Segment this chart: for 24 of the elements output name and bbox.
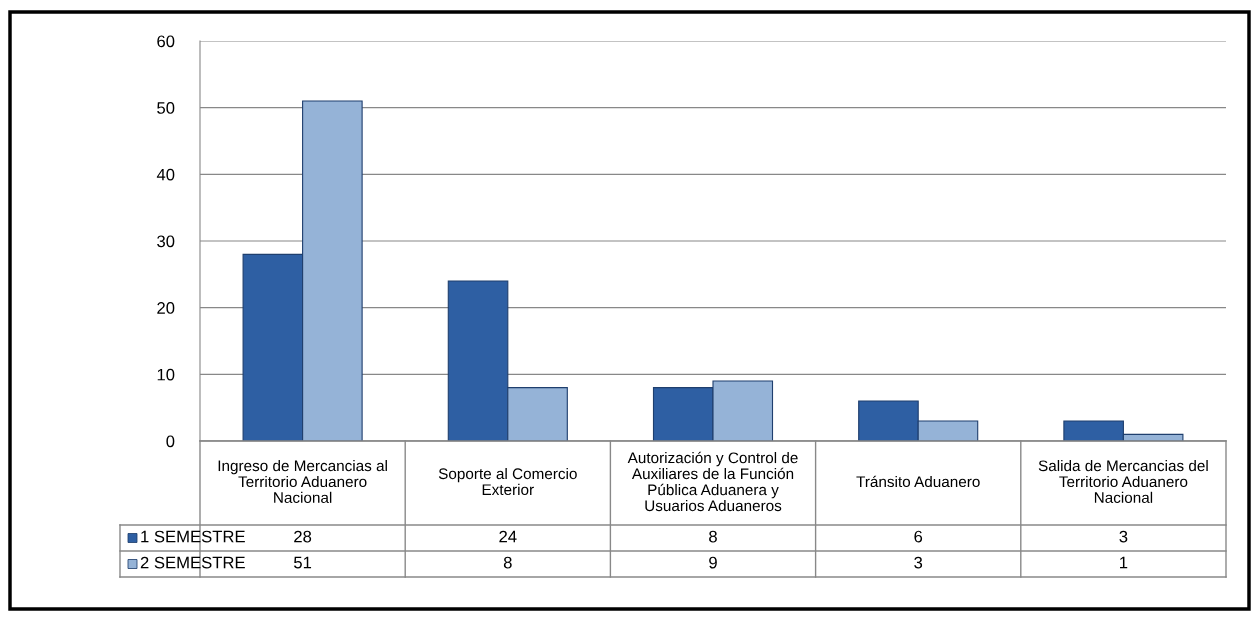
y-tick-label: 20 (157, 302, 175, 314)
x-tick-label: Ingreso de Mercancias al Territorio Aduanero Nacional (218, 459, 387, 503)
y-tick-label: 60 (157, 35, 175, 48)
x-tick-label: Autorización y Control de Auxiliares de la Función Pública Aduanera y Usuarios Aduaneros (627, 451, 798, 512)
legend-label: 2 SEMESTRE (140, 556, 245, 569)
y-tick-label: 40 (156, 168, 175, 181)
data-label: 24 (499, 530, 517, 543)
data-label: 9 (709, 556, 717, 569)
x-tick-label: Salida de Mercancias del Territorio Aduanero Nacional (1038, 459, 1208, 503)
data-label: 28 (294, 530, 312, 543)
y-tick-label: 0 (166, 435, 175, 448)
data-label: 3 (1119, 530, 1128, 543)
y-tick-label: 50 (157, 102, 175, 114)
data-label: 8 (709, 530, 717, 543)
y-tick-label: 30 (157, 235, 175, 248)
legend-label: 1 SEMESTRE (141, 530, 245, 543)
data-label: 6 (914, 530, 923, 543)
x-tick-label: Tránsito Aduanero (856, 475, 980, 488)
data-label: 1 (1120, 556, 1128, 569)
y-tick-label: 10 (157, 368, 175, 381)
x-tick-label: Soporte al Comercio Exterior (438, 467, 577, 496)
data-label: 8 (503, 556, 512, 569)
data-label: 51 (294, 556, 312, 569)
data-label: 3 (914, 556, 923, 569)
